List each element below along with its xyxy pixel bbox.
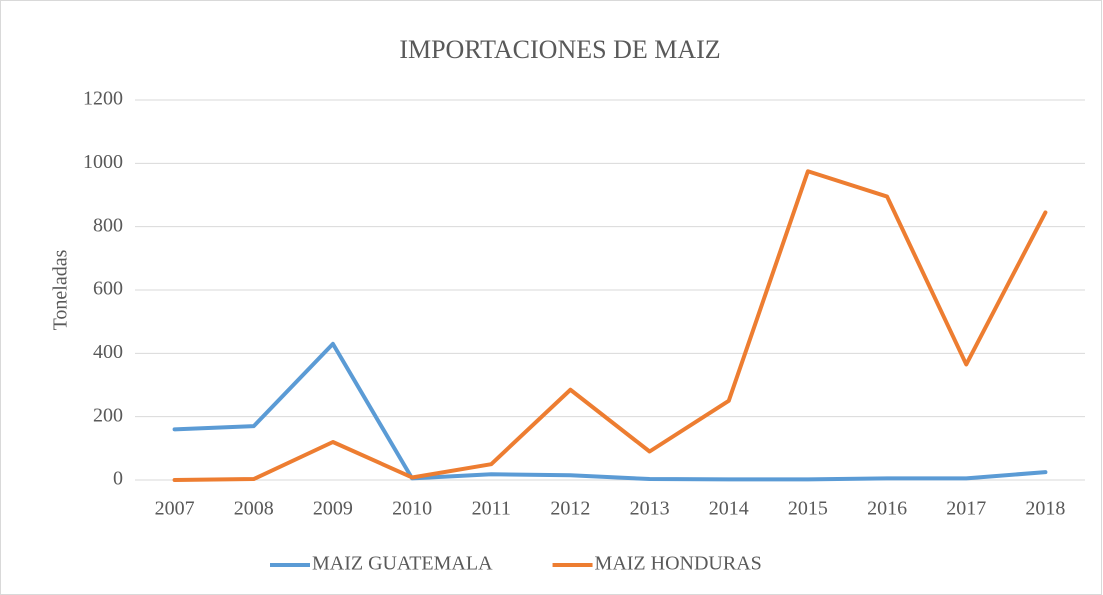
- x-tick-label: 2012: [550, 498, 590, 520]
- x-tick-label: 2017: [946, 498, 986, 520]
- y-tick-label: 800: [93, 214, 123, 236]
- legend-label: MAIZ GUATEMALA: [312, 553, 493, 575]
- series-line: [172, 169, 1048, 482]
- x-tick-label: 2013: [630, 498, 670, 520]
- x-tick-label: 2015: [788, 498, 828, 520]
- x-tick-label: 2018: [1025, 498, 1065, 520]
- x-tick-label: 2016: [867, 498, 907, 520]
- x-tick-label: 2011: [472, 498, 511, 520]
- y-tick-label: 1000: [83, 151, 123, 173]
- chart-title: IMPORTACIONES DE MAIZ: [399, 35, 720, 64]
- x-tick-label: 2009: [313, 498, 353, 520]
- y-tick-label: 1200: [83, 88, 123, 110]
- x-tick-label: 2014: [709, 498, 749, 520]
- x-tick-label: 2008: [234, 498, 274, 520]
- x-tick-label: 2007: [155, 498, 195, 520]
- y-tick-label: 400: [93, 341, 123, 363]
- y-tick-label: 600: [93, 278, 123, 300]
- legend-label: MAIZ HONDURAS: [595, 553, 762, 575]
- series-line: [172, 341, 1048, 482]
- y-tick-label: 0: [113, 468, 123, 490]
- y-tick-label: 200: [93, 404, 123, 426]
- x-tick-label: 2010: [392, 498, 432, 520]
- y-axis-label: Toneladas: [50, 249, 72, 330]
